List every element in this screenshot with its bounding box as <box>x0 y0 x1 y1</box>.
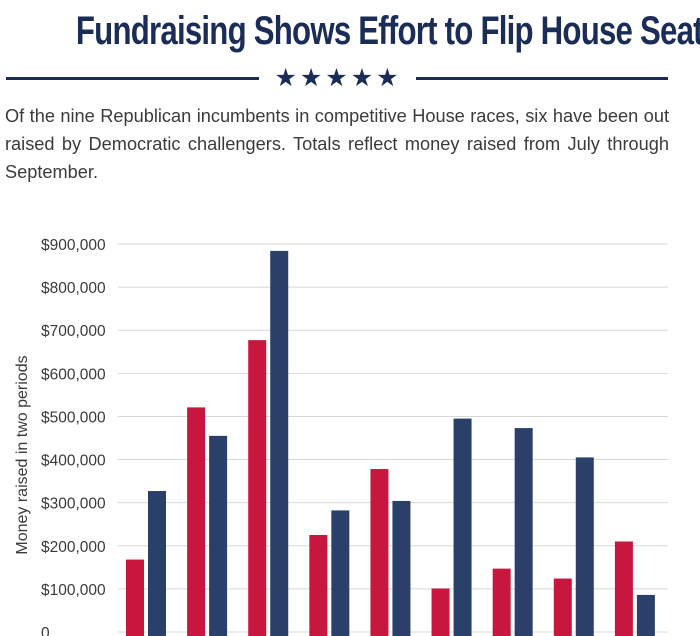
y-tick-label: 0 <box>41 625 50 636</box>
title-rule-right <box>416 77 668 80</box>
y-tick-label: $300,000 <box>41 496 106 513</box>
bar-democratic <box>270 250 289 636</box>
bar-republican <box>553 578 572 636</box>
bar-republican <box>248 340 267 636</box>
bar-republican <box>187 407 206 636</box>
y-tick-label: $100,000 <box>41 582 106 599</box>
title-rule-left <box>6 77 259 80</box>
bars <box>126 250 655 636</box>
bar-republican <box>126 559 144 636</box>
y-tick-label: $800,000 <box>41 280 106 297</box>
y-tick-label: $400,000 <box>41 453 106 470</box>
page-title: Fundraising Shows Effort to Flip House S… <box>75 9 700 53</box>
chart-description: Of the nine Republican incumbents in com… <box>5 106 669 182</box>
star-icons: ★★★★★ <box>274 63 402 92</box>
y-tick-label: $600,000 <box>41 366 106 383</box>
bar-republican <box>614 541 633 636</box>
y-tick-label: $900,000 <box>41 237 106 254</box>
bar-republican <box>309 535 328 636</box>
bar-democratic <box>331 510 350 636</box>
bar-democratic <box>453 418 472 636</box>
bar-democratic <box>392 500 411 636</box>
y-tick-label: $700,000 <box>41 323 106 340</box>
bar-republican <box>431 588 450 636</box>
y-tick-label: $500,000 <box>41 409 106 426</box>
bar-democratic <box>636 594 655 636</box>
bar-democratic <box>575 457 594 636</box>
bar-republican <box>370 469 389 636</box>
bar-democratic <box>514 428 533 636</box>
bar-republican <box>492 568 511 636</box>
y-tick-label: $200,000 <box>41 539 106 556</box>
y-axis-label: Money raised in two periods <box>14 355 31 554</box>
bar-democratic <box>148 491 166 636</box>
y-axis-ticks: 0 $100,000 $200,000 $300,000 $400,000 $500,00… <box>41 237 106 636</box>
bar-chart: 0 $100,000 $200,000 $300,000 $400,000 $500,00… <box>14 237 668 636</box>
bar-democratic <box>209 435 228 636</box>
